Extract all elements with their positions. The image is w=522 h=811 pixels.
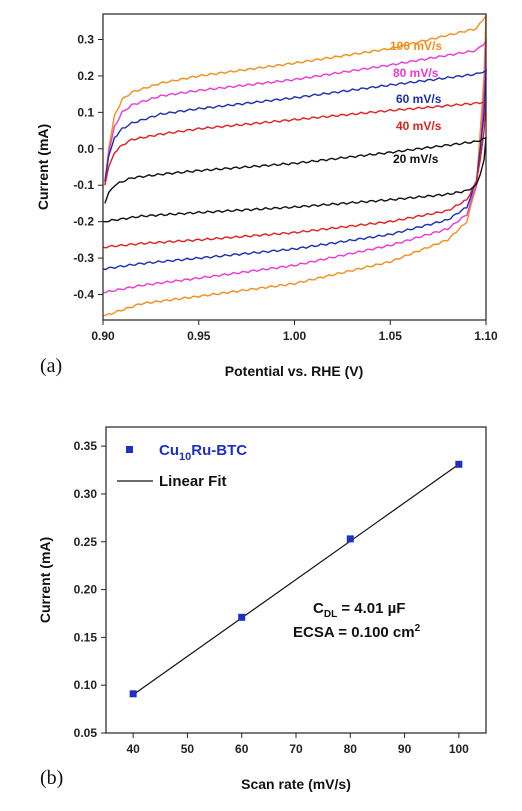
- series-label: 20 mV/s: [393, 152, 439, 166]
- chart-a-ytick-label: -0.4: [73, 288, 94, 302]
- chart-b-xtick-label: 60: [235, 742, 249, 756]
- ecsa-annotation: ECSA = 0.100 cm2: [293, 623, 421, 641]
- chart-b-ytick-label: 0.15: [74, 630, 98, 644]
- chart-a: 0.90 0.95 1.00 1.05 1.10 -0.4 -0.3 -0.2 -0.1 0.0…: [35, 13, 498, 379]
- chart-a-ytick-label: -0.3: [73, 251, 94, 265]
- chart-b-ytick-label: 0.10: [74, 678, 98, 692]
- chart-b-ytick-label: 0.35: [74, 439, 98, 453]
- chart-b-xtick-label: 40: [126, 742, 140, 756]
- chart-a-ytick-label: 0.2: [77, 69, 94, 83]
- chart-b: 40 50 60 70 80 90 100 0.05 0.10 0.15 0.20 0.25 0.30…: [37, 426, 487, 792]
- chart-b-xlabel: Scan rate (mV/s): [241, 776, 351, 792]
- chart-b-ytick-label: 0.25: [74, 535, 98, 549]
- legend-point-marker: [126, 446, 133, 453]
- chart-b-xtick-label: 90: [398, 742, 412, 756]
- data-point: [129, 690, 137, 698]
- chart-b-xtick-label: 80: [344, 742, 358, 756]
- legend-points-rest: Ru-BTC: [191, 442, 247, 459]
- chart-a-ytick-label: 0.1: [77, 105, 94, 119]
- chart-a-xlabel: Potential vs. RHE (V): [225, 363, 363, 379]
- series-label: 80 mV/s: [393, 66, 439, 80]
- chart-b-legend: Cu10Ru-BTC Linear Fit: [117, 442, 247, 490]
- legend-points-base: Cu: [159, 442, 179, 459]
- chart-b-ytick-label: 0.20: [74, 583, 98, 597]
- chart-a-ytick-label: -0.2: [73, 215, 94, 229]
- cv-curve-100mvs: [102, 13, 487, 318]
- chart-b-xtick-label: 70: [289, 742, 303, 756]
- legend-fit-label: Linear Fit: [159, 473, 227, 490]
- chart-a-ytick-label: 0.0: [77, 142, 94, 156]
- chart-a-curves: [102, 13, 487, 318]
- cdl-base: C: [313, 600, 324, 617]
- chart-a-xtick-label: 1.00: [283, 329, 307, 343]
- data-point: [346, 535, 354, 543]
- chart-a-plot-frame: [102, 13, 487, 321]
- cdl-sub: DL: [324, 609, 337, 620]
- legend-points-sub: 10: [179, 451, 191, 463]
- chart-b-xtick-label: 100: [449, 742, 469, 756]
- chart-b-xtick-label: 50: [181, 742, 195, 756]
- chart-a-xtick-label: 0.90: [91, 329, 115, 343]
- data-point: [455, 460, 463, 468]
- chart-a-ytick-label: 0.3: [77, 33, 94, 47]
- series-label: 40 mV/s: [396, 119, 442, 133]
- chart-b-panel-label: (b): [40, 767, 63, 789]
- chart-a-xtick-label: 1.05: [379, 329, 403, 343]
- series-label: 60 mV/s: [396, 92, 442, 106]
- cdl-annotation: CDL = 4.01 µF: [313, 600, 405, 620]
- chart-a-xtick-label: 1.10: [474, 329, 498, 343]
- chart-b-ytick-label: 0.30: [74, 487, 98, 501]
- chart-a-ylabel: Current (mA): [35, 124, 51, 210]
- cv-curve-20mvs: [102, 137, 487, 223]
- chart-a-xtick-label: 0.95: [187, 329, 211, 343]
- data-point: [238, 613, 246, 621]
- cv-curve-80mvs: [102, 39, 487, 294]
- chart-b-ytick-label: 0.05: [74, 726, 98, 740]
- linear-fit-line: [132, 463, 460, 696]
- cv-curve-40mvs: [102, 100, 487, 249]
- series-label: 100 mV/s: [390, 39, 442, 53]
- chart-b-ylabel: Current (mA): [37, 537, 53, 623]
- chart-a-panel-label: (a): [40, 355, 62, 377]
- cdl-rest: = 4.01 µF: [337, 600, 405, 617]
- ecsa-base: ECSA = 0.100 cm: [293, 624, 415, 641]
- legend-points-label: Cu10Ru-BTC: [159, 442, 247, 463]
- chart-a-ytick-label: -0.1: [73, 178, 94, 192]
- ecsa-sup: 2: [415, 623, 421, 634]
